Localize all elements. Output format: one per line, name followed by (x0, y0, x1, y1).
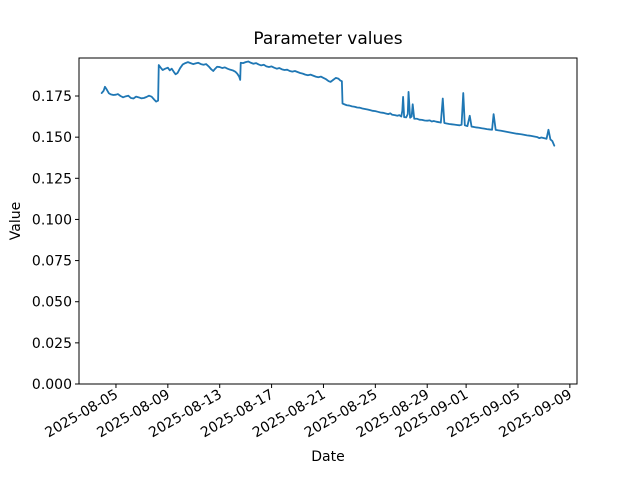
series-group (100, 60, 556, 147)
chart-title: Parameter values (253, 29, 402, 49)
plot-frame (78, 57, 578, 385)
data-line (100, 60, 556, 147)
y-axis-label: Value (8, 202, 24, 240)
y-tick-label: 0.050 (32, 295, 72, 311)
axes-group: 2025-08-052025-08-092025-08-132025-08-17… (32, 57, 578, 441)
y-tick-label: 0.025 (32, 336, 72, 352)
y-tick-label: 0.150 (32, 130, 72, 146)
y-tick-label: 0.100 (32, 212, 72, 228)
y-tick-label: 0.075 (32, 254, 72, 270)
y-tick-label: 0.125 (32, 171, 72, 187)
y-tick-label: 0.175 (32, 89, 72, 105)
x-axis-label: Date (311, 449, 344, 465)
y-tick-label: 0.000 (32, 377, 72, 393)
